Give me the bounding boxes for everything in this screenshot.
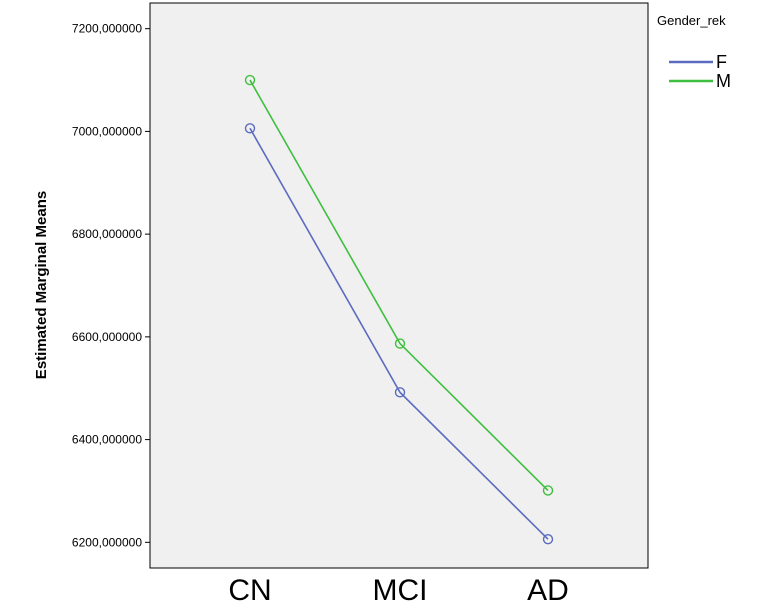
y-axis-title: Estimated Marginal Means (33, 191, 50, 379)
legend: Gender_rek FM (657, 13, 731, 91)
data-point (244, 123, 256, 134)
data-point (394, 387, 406, 398)
y-tick-label: 7000,000000 (72, 124, 142, 138)
x-tick-label: MCI (373, 574, 428, 607)
data-point (394, 338, 406, 349)
y-tick-label: 7200,000000 (72, 22, 142, 36)
series-layer (244, 74, 554, 545)
y-tick-label: 6400,000000 (72, 433, 142, 447)
y-tick-label: 6800,000000 (72, 227, 142, 241)
y-axis: 6200,000000 6400,000000 6600,000000 6800,00… (72, 22, 150, 549)
legend-label: M (716, 71, 731, 91)
series-line (249, 79, 549, 492)
legend-label: F (716, 52, 727, 72)
x-tick-label: AD (527, 574, 569, 607)
x-axis: CN MCI AD (228, 574, 569, 607)
data-point (542, 534, 554, 545)
legend-items: FM (669, 52, 731, 91)
series-line (249, 127, 549, 540)
plot-area (149, 2, 649, 569)
data-point (542, 485, 554, 496)
y-tick-label: 6200,000000 (72, 535, 142, 549)
data-point (244, 74, 256, 86)
y-tick-label: 6600,000000 (72, 330, 142, 344)
legend-title: Gender_rek (657, 13, 726, 28)
x-tick-label: CN (228, 574, 271, 607)
